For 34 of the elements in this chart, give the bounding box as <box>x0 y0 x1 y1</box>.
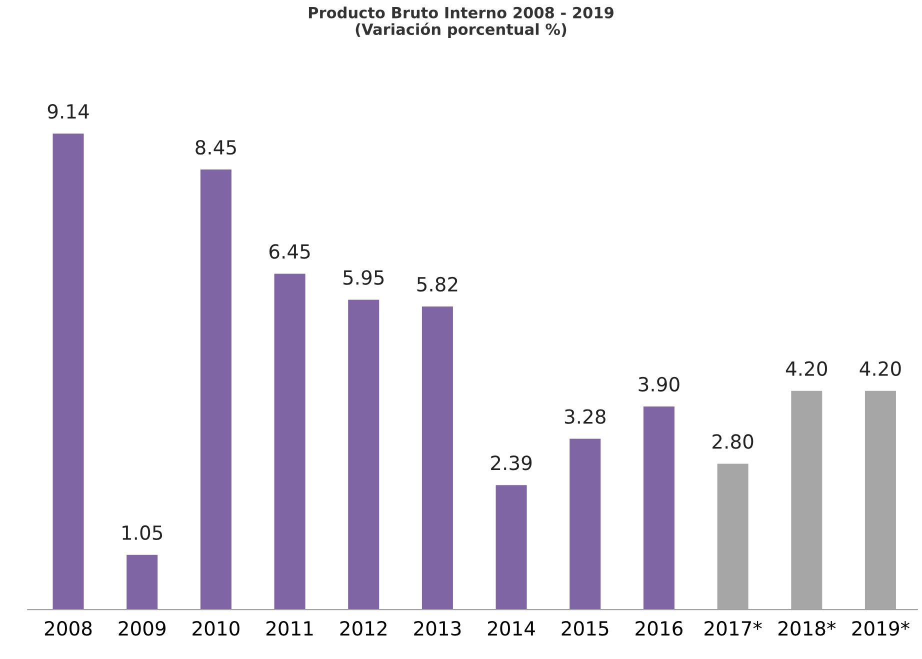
x-tick-label: 2017* <box>704 621 762 636</box>
data-label: 5.82 <box>417 276 458 292</box>
data-label: 4.20 <box>860 361 901 376</box>
x-tick-label: 2013 <box>414 621 461 636</box>
bar <box>570 438 601 610</box>
x-tick-label: 2008 <box>44 621 92 636</box>
x-tick-label: 2012 <box>340 621 386 636</box>
data-label: 3.90 <box>638 376 680 392</box>
x-tick-label: 2015 <box>562 621 608 636</box>
data-label: 2.39 <box>491 456 532 470</box>
bar <box>643 406 674 610</box>
data-label: 6.45 <box>269 244 310 259</box>
x-tick-label: 2018* <box>778 621 836 636</box>
x-tick-label: 2011 <box>266 621 313 636</box>
data-label: 2.80 <box>712 434 754 449</box>
bar <box>52 134 84 610</box>
data-label: 4.20 <box>786 361 827 376</box>
chart-title: Producto Bruto Interno 2008 - 2019 (Variación porcentual %) <box>308 6 614 38</box>
data-label: 5.95 <box>343 270 384 285</box>
bar <box>274 274 306 610</box>
x-tick-label: 2019* <box>852 621 910 636</box>
data-label: 9.14 <box>48 104 89 119</box>
bar <box>200 170 232 610</box>
bar <box>422 306 453 610</box>
x-tick-label: 2016 <box>636 621 682 636</box>
bar <box>348 300 380 610</box>
bar <box>126 554 158 610</box>
data-label: 3.28 <box>564 409 606 424</box>
bar <box>496 485 527 610</box>
x-tick-label: 2014 <box>488 621 535 636</box>
data-label: 1.05 <box>122 525 162 540</box>
x-tick-label: 2010 <box>192 621 240 636</box>
x-tick-label: 2009 <box>118 621 166 636</box>
data-label: 8.45 <box>196 140 236 155</box>
